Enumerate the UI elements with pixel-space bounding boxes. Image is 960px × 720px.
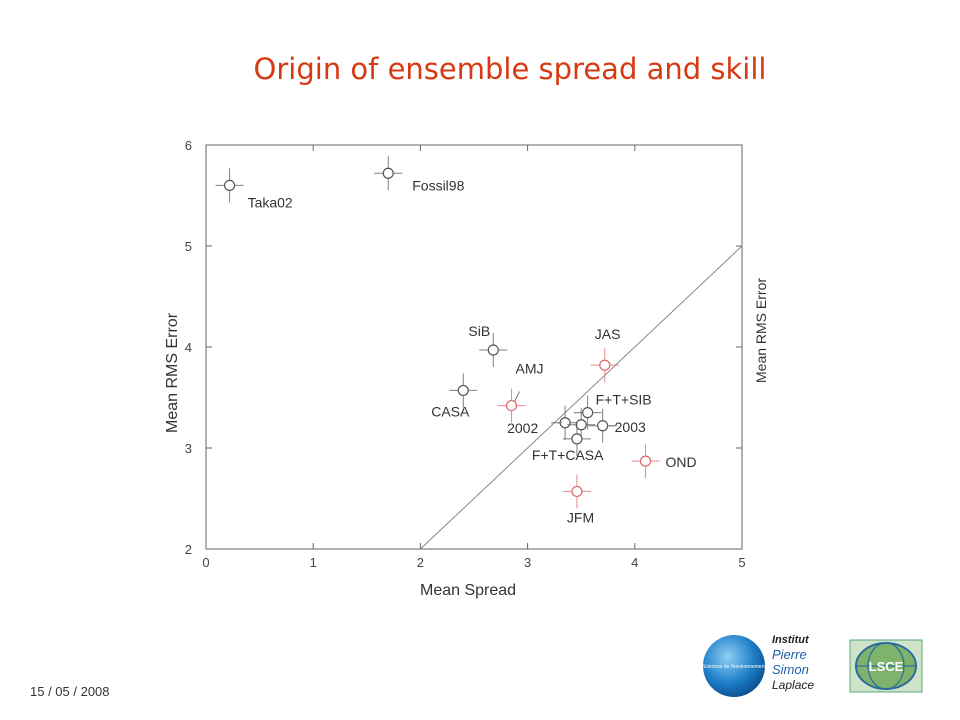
ipsl-logo: Sciences de l'environnement Institut Pie… — [702, 634, 814, 697]
data-points — [215, 156, 660, 509]
data-point-black-3 — [449, 373, 478, 408]
data-point-black-8 — [562, 421, 591, 456]
x-tick-label: 3 — [524, 555, 531, 570]
ipsl-line-1: Institut — [772, 634, 810, 646]
point-label: F+T+CASA — [532, 447, 604, 463]
data-point-red-3 — [562, 474, 591, 509]
point-label: F+T+SIB — [596, 392, 652, 408]
data-point-black-2 — [479, 333, 508, 368]
y-tick-label: 6 — [185, 138, 192, 153]
data-point-black-5 — [573, 395, 602, 430]
y-tick-label: 5 — [185, 239, 192, 254]
ipsl-line-2: Pierre — [772, 647, 807, 662]
x-axis-label: Mean Spread — [420, 582, 516, 599]
data-point-red-1 — [497, 388, 526, 423]
ipsl-badge-text: Sciences de l'environnement — [702, 664, 766, 670]
data-point-black-1 — [374, 156, 403, 191]
point-label: CASA — [431, 403, 470, 419]
data-point-red-0 — [590, 348, 619, 383]
x-tick-label: 2 — [417, 555, 424, 570]
data-point-black-6 — [567, 407, 596, 442]
point-label: OND — [666, 454, 697, 470]
point-label: AMJ — [516, 361, 544, 377]
right-axis-label: Mean RMS Error — [753, 278, 769, 383]
scatter-chart: 0 1 2 3 4 5 2 3 4 5 6 Taka02 Fossil98 SiB CASA 2002 F+T… — [164, 138, 769, 599]
point-label: 2003 — [615, 419, 646, 435]
y-tick-label: 3 — [185, 441, 192, 456]
y-tick-label: 2 — [185, 542, 192, 557]
data-point-red-2 — [631, 444, 660, 479]
point-label: Fossil98 — [412, 177, 464, 193]
x-tick-label: 1 — [310, 555, 317, 570]
point-labels: Taka02 Fossil98 SiB CASA 2002 F+T+SIB 2003 F+T+… — [248, 177, 697, 525]
diagonal-line — [420, 245, 743, 550]
x-tick-label: 4 — [631, 555, 638, 570]
axis-ticks: 0 1 2 3 4 5 2 3 4 5 6 — [185, 138, 746, 570]
y-tick-label: 4 — [185, 340, 192, 355]
y-axis-label: Mean RMS Error — [164, 312, 181, 433]
point-label: JFM — [567, 509, 594, 525]
x-tick-label: 0 — [202, 555, 209, 570]
data-point-black-0 — [215, 168, 244, 203]
slide-title: Origin of ensemble spread and skill — [253, 52, 767, 86]
ipsl-line-3: Simon — [772, 662, 809, 677]
label-leader-line — [514, 391, 520, 402]
point-label: 2002 — [507, 420, 538, 436]
point-label: JAS — [595, 326, 621, 342]
ipsl-line-4: Laplace — [772, 678, 814, 692]
slide-date: 15 / 05 / 2008 — [30, 684, 110, 699]
lsce-text: LSCE — [869, 659, 904, 674]
lsce-logo: LSCE — [849, 639, 923, 693]
x-tick-label: 5 — [738, 555, 745, 570]
point-label: SiB — [468, 323, 490, 339]
point-label: Taka02 — [248, 194, 293, 210]
